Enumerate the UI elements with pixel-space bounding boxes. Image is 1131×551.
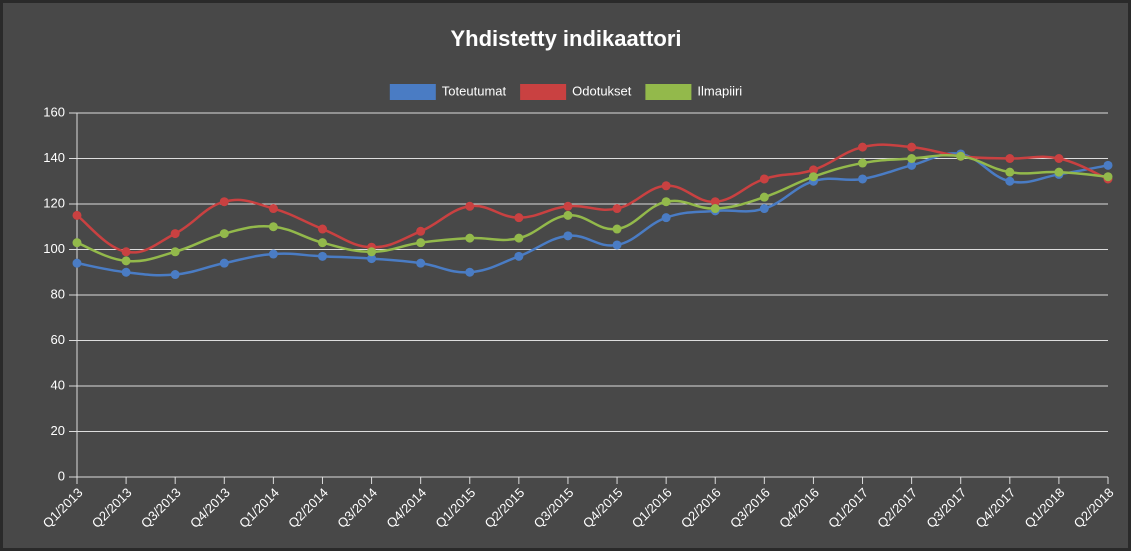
data-point [268, 204, 278, 214]
data-point [514, 233, 524, 243]
legend-swatch [645, 84, 692, 100]
y-tick-label: 140 [43, 150, 65, 165]
data-point [759, 204, 769, 214]
data-point [514, 213, 524, 223]
data-point [465, 233, 475, 243]
series-line [76, 153, 1109, 263]
data-point [219, 229, 229, 239]
legend-swatch [520, 84, 567, 100]
y-tick-label: 0 [58, 468, 65, 483]
data-point [956, 151, 966, 161]
data-point [317, 251, 327, 261]
data-point [858, 142, 868, 152]
y-tick-label: 40 [51, 377, 65, 392]
data-point [367, 254, 377, 264]
data-point [367, 247, 377, 257]
data-point [416, 226, 426, 236]
data-point [661, 181, 671, 191]
data-point [1054, 154, 1064, 163]
data-point [1005, 167, 1015, 177]
data-point [1005, 154, 1015, 163]
data-point [563, 201, 573, 211]
data-point [121, 247, 131, 257]
data-point [808, 165, 818, 175]
y-tick-label: 160 [43, 104, 65, 119]
data-point [219, 197, 229, 207]
data-point [563, 231, 573, 241]
data-point [808, 172, 818, 182]
data-point [268, 249, 278, 259]
data-point [710, 204, 720, 214]
data-point [170, 247, 180, 257]
data-point [661, 197, 671, 207]
data-point [465, 267, 475, 277]
data-point [563, 210, 573, 220]
data-point [759, 192, 769, 202]
data-point [121, 256, 131, 266]
data-point [268, 222, 278, 232]
y-tick-label: 80 [51, 286, 65, 301]
data-point [1054, 167, 1064, 177]
y-tick-label: 120 [43, 195, 65, 210]
data-point [170, 270, 180, 280]
data-point [465, 201, 475, 211]
data-point [612, 240, 622, 250]
data-point [858, 158, 868, 168]
data-point [661, 213, 671, 223]
data-point [72, 238, 82, 248]
legend-swatch [389, 84, 436, 100]
data-point [72, 258, 82, 268]
data-point [907, 154, 917, 163]
data-point [514, 251, 524, 261]
data-point [416, 258, 426, 268]
data-point [612, 204, 622, 214]
data-point [170, 229, 180, 239]
data-point [219, 258, 229, 268]
legend-label: Toteutumat [442, 83, 507, 98]
data-point [72, 210, 82, 220]
data-point [907, 142, 917, 152]
data-point [907, 160, 917, 170]
y-tick-label: 60 [51, 332, 65, 347]
chart-title: Yhdistetty indikaattori [450, 26, 681, 51]
y-tick-label: 20 [51, 423, 65, 438]
data-point [710, 197, 720, 207]
data-point [1103, 160, 1113, 170]
legend-label: Ilmapiiri [697, 83, 742, 98]
legend-label: Odotukset [572, 83, 632, 98]
data-point [317, 224, 327, 234]
data-point [1103, 172, 1113, 182]
y-tick-label: 100 [43, 241, 65, 256]
series-line [76, 143, 1109, 254]
data-point [416, 238, 426, 248]
data-point [612, 224, 622, 234]
data-point [121, 267, 131, 277]
data-point [759, 174, 769, 184]
legend: Toteutumat Odotukset Ilmapiiri [389, 83, 742, 100]
data-point [1005, 176, 1015, 186]
data-point [858, 174, 868, 184]
data-point [317, 238, 327, 248]
